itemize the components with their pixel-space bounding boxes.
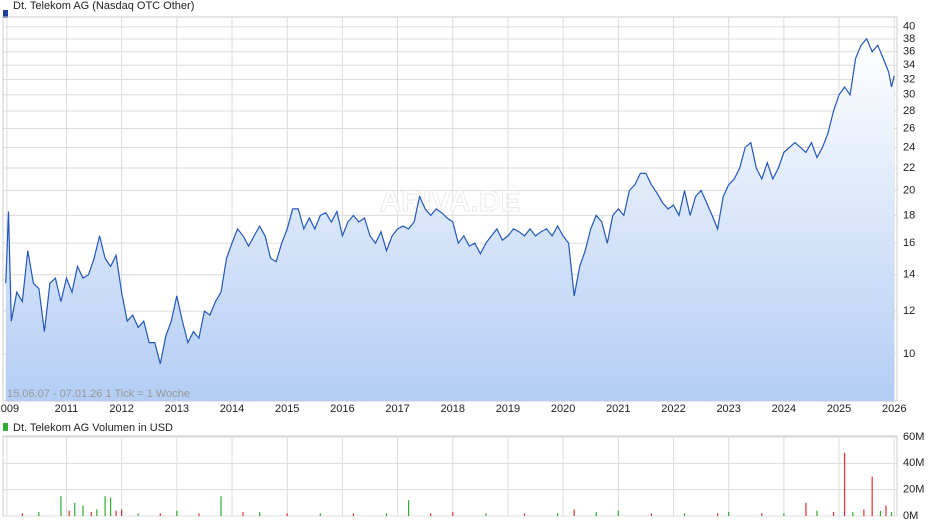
x-tick-label: 2015 — [275, 403, 299, 415]
x-tick-label: 2025 — [827, 403, 851, 415]
volume-bar — [21, 513, 23, 516]
volume-bar — [38, 512, 40, 516]
volume-bar — [319, 513, 321, 516]
volume-bar — [523, 513, 526, 516]
x-tick-label: 2019 — [496, 403, 520, 415]
volume-bar — [452, 512, 454, 516]
volume-bar — [871, 476, 873, 516]
volume-bar — [82, 505, 84, 516]
y-tick-label: 20 — [903, 184, 915, 196]
volume-bar — [717, 513, 719, 516]
y-tick-label: 40 — [903, 21, 915, 33]
y-tick-label: 38 — [903, 33, 915, 45]
volume-bar — [783, 513, 785, 516]
x-tick-label: 2011 — [55, 403, 79, 415]
x-tick-label: 2014 — [220, 403, 244, 415]
y-tick-label: 28 — [903, 105, 915, 117]
volume-bar — [832, 512, 835, 516]
volume-bar — [595, 512, 597, 516]
x-tick-label: 2016 — [330, 403, 354, 415]
volume-bar — [805, 502, 807, 516]
area — [5, 38, 895, 402]
x-tick-label: 2026 — [882, 403, 906, 415]
volume-bar — [121, 509, 123, 516]
legend-swatch — [3, 423, 8, 431]
y-tick-label: 20M — [903, 484, 924, 496]
volume-bar — [286, 513, 288, 516]
legend-swatch — [3, 10, 8, 18]
y-tick-label: 60M — [903, 431, 924, 443]
y-tick-label: 14 — [903, 269, 915, 281]
volume-bar — [890, 512, 893, 516]
volume-bar — [259, 512, 261, 516]
volume-bar — [242, 512, 244, 516]
x-tick-label: 2009 — [0, 403, 19, 415]
y-tick-label: 24 — [903, 141, 915, 153]
volume-bar — [104, 496, 106, 516]
volume-bar — [74, 502, 76, 516]
volume-bar — [485, 513, 487, 516]
y-tick-label: 40M — [903, 457, 924, 469]
volume-bar — [683, 513, 686, 516]
watermark: ARIVA.DE — [379, 185, 520, 218]
volume-bar — [728, 512, 730, 516]
x-tick-label: 2020 — [551, 403, 575, 415]
volume-bar — [115, 510, 117, 516]
volume-bar — [557, 513, 559, 516]
x-tick-label: 2012 — [109, 403, 133, 415]
x-tick-label: 2021 — [606, 403, 630, 415]
y-tick-label: 36 — [903, 46, 915, 58]
volume-bar — [60, 496, 62, 516]
y-tick-label: 32 — [903, 73, 915, 85]
x-tick-label: 2022 — [661, 403, 685, 415]
x-tick-label: 2017 — [385, 403, 409, 415]
volume-bar — [408, 500, 410, 516]
volume-bar — [176, 510, 178, 516]
x-tick-label: 2013 — [165, 403, 189, 415]
y-tick-label: 30 — [903, 89, 915, 101]
volume-bar — [885, 505, 887, 516]
volume-bar — [430, 513, 432, 516]
volume-bar — [68, 510, 70, 516]
y-tick-label: 0M — [903, 510, 918, 522]
y-tick-label: 26 — [903, 122, 915, 134]
volume-bar — [159, 513, 161, 516]
volume-bar — [137, 513, 139, 516]
volume-bar — [843, 452, 846, 516]
volume-bar — [385, 513, 388, 516]
y-tick-label: 12 — [903, 305, 915, 317]
volume-bar — [90, 512, 92, 516]
x-tick-label: 2018 — [441, 403, 465, 415]
annotation: 15.06.07 - 07.01.26 1 Tick = 1 Woche — [7, 388, 190, 400]
volume-bar — [573, 509, 575, 516]
plot-frame — [2, 435, 898, 517]
volume-bar — [110, 497, 112, 516]
volume-bar — [761, 513, 763, 516]
volume-bar — [650, 513, 653, 516]
price-line — [5, 37, 895, 364]
volume-bar — [879, 510, 882, 516]
volume-bar — [96, 509, 98, 516]
volume-bar — [198, 513, 200, 516]
y-tick-label: 34 — [903, 59, 915, 71]
x-tick-label: 2023 — [716, 403, 740, 415]
volume-bar — [863, 509, 865, 516]
y-tick-label: 18 — [903, 209, 915, 221]
volume-bar — [617, 510, 619, 516]
chart-title: Dt. Telekom AG (Nasdaq OTC Other) — [13, 0, 194, 12]
x-tick-label: 2024 — [772, 403, 796, 415]
volume-bar — [816, 510, 818, 516]
volume-bar — [352, 513, 355, 516]
y-tick-label: 22 — [903, 162, 915, 174]
volume-bar — [220, 496, 222, 516]
y-tick-label: 16 — [903, 237, 915, 249]
chart-title: Dt. Telekom AG Volumen in USD — [13, 422, 173, 434]
volume-bar — [852, 512, 854, 516]
y-tick-label: 10 — [903, 348, 915, 360]
